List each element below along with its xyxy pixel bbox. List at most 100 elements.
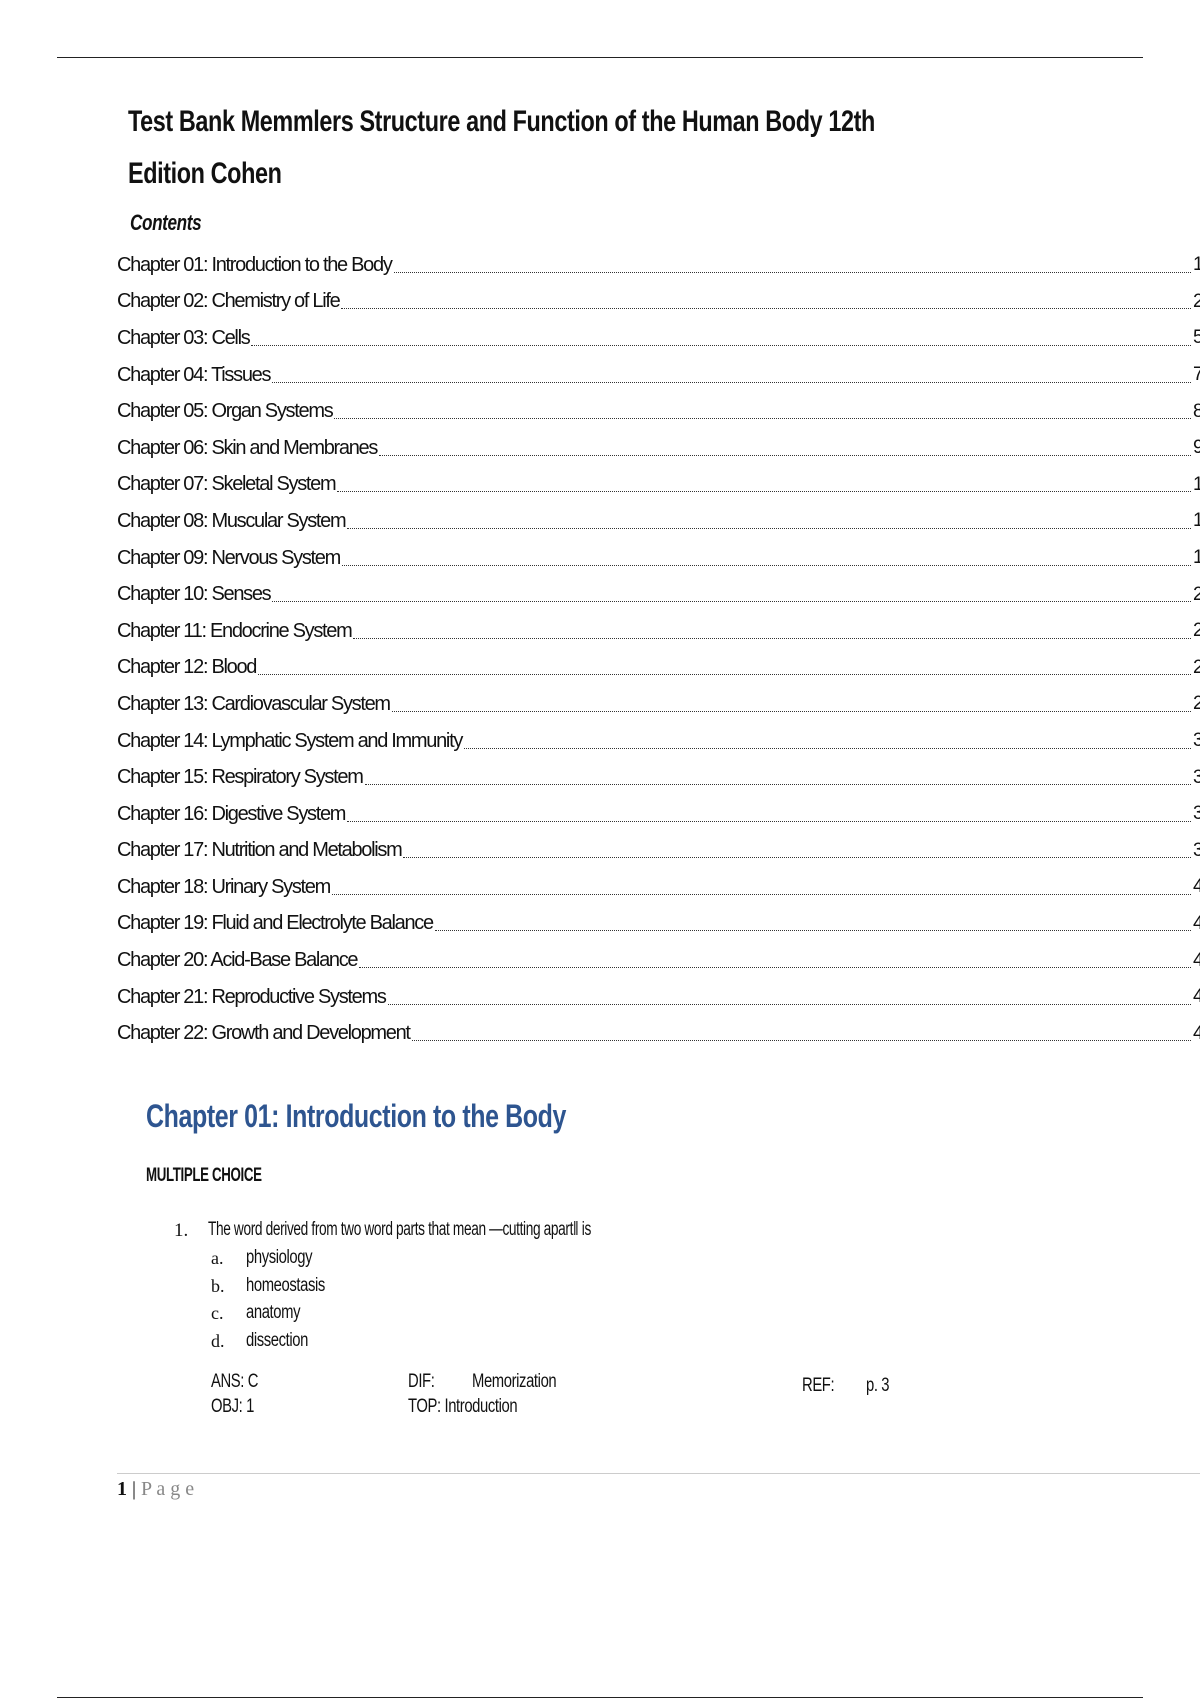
- toc-leader-dots: [331, 880, 1191, 895]
- toc-leader-dots: [334, 404, 1191, 420]
- toc-leader-dots: [251, 331, 1191, 346]
- toc-entry[interactable]: Chapter 13: Cardiovascular System 27: [117, 686, 1200, 723]
- toc-entry[interactable]: Chapter 07: Skeletal System 12: [117, 467, 1200, 504]
- toc-entry-page: 17: [1193, 547, 1200, 569]
- page-number: 1: [117, 1478, 127, 1500]
- toc-entry-page: 7: [1193, 364, 1200, 386]
- toc-entry[interactable]: Chapter 09: Nervous System 17: [117, 540, 1200, 577]
- toc-entry-page: 32: [1193, 766, 1200, 788]
- toc-entry-label: Chapter 05: Organ Systems: [117, 400, 334, 423]
- toc-leader-dots: [393, 258, 1191, 273]
- toc-entry[interactable]: Chapter 12: Blood 25: [117, 650, 1200, 687]
- toc-entry-page: 8: [1193, 400, 1200, 422]
- topic: TOP: Introduction: [408, 1396, 518, 1417]
- toc-entry-page: 35: [1193, 803, 1200, 825]
- toc-entry-label: Chapter 21: Reproductive Systems: [117, 985, 387, 1008]
- toc-entry-page: 9: [1193, 437, 1200, 459]
- toc-entry-page: 40: [1193, 876, 1200, 898]
- table-of-contents: Chapter 01: Introduction to the Body 1 Cha…: [117, 247, 1200, 1052]
- toc-leader-dots: [387, 990, 1191, 1005]
- toc-entry-label: Chapter 19: Fluid and Electrolyte Balanc…: [117, 912, 434, 935]
- contents-heading: Contents: [130, 210, 202, 235]
- toc-leader-dots: [464, 734, 1191, 749]
- toc-entry-page: 48: [1193, 1022, 1200, 1044]
- toc-entry[interactable]: Chapter 17: Nutrition and Metabolism 38: [117, 833, 1200, 870]
- chapter-heading: Chapter 01: Introduction to the Body: [146, 1098, 566, 1134]
- toc-entry[interactable]: Chapter 15: Respiratory System 32: [117, 759, 1200, 796]
- option-letter: d.: [211, 1330, 225, 1351]
- section-label: MULTIPLE CHOICE: [146, 1165, 262, 1186]
- toc-entry[interactable]: Chapter 18: Urinary System 40: [117, 869, 1200, 906]
- toc-entry-label: Chapter 06: Skin and Membranes: [117, 436, 378, 459]
- toc-entry-label: Chapter 02: Chemistry of Life: [117, 290, 341, 313]
- toc-entry[interactable]: Chapter 19: Fluid and Electrolyte Balanc…: [117, 906, 1200, 943]
- footer-separator: |: [132, 1478, 137, 1500]
- toc-leader-dots: [341, 551, 1191, 566]
- toc-entry-label: Chapter 17: Nutrition and Metabolism: [117, 839, 403, 862]
- toc-entry[interactable]: Chapter 10: Senses 20: [117, 576, 1200, 613]
- toc-leader-dots: [258, 660, 1191, 676]
- question-number: 1.: [174, 1220, 189, 1241]
- toc-entry-label: Chapter 08: Muscular System: [117, 509, 347, 532]
- reference-label: REF:: [802, 1375, 835, 1396]
- toc-entry[interactable]: Chapter 04: Tissues 7: [117, 357, 1200, 394]
- toc-entry-page: 27: [1193, 693, 1200, 715]
- document-title-line-1: Test Bank Memmlers Structure and Functio…: [128, 105, 875, 138]
- toc-entry-label: Chapter 10: Senses: [117, 583, 272, 606]
- toc-entry[interactable]: Chapter 14: Lymphatic System and Immunit…: [117, 723, 1200, 760]
- answer-option: anatomy: [246, 1302, 301, 1323]
- toc-entry[interactable]: Chapter 06: Skin and Membranes 9: [117, 430, 1200, 467]
- answer-option: homeostasis: [246, 1274, 325, 1296]
- toc-entry-label: Chapter 07: Skeletal System: [117, 473, 337, 496]
- toc-entry-label: Chapter 20: Acid-Base Balance: [117, 949, 359, 972]
- toc-leader-dots: [364, 770, 1191, 786]
- toc-entry[interactable]: Chapter 20: Acid-Base Balance 44: [117, 942, 1200, 979]
- toc-leader-dots: [403, 843, 1191, 859]
- toc-entry-page: 2: [1193, 290, 1200, 312]
- toc-entry[interactable]: Chapter 05: Organ Systems 8: [117, 393, 1200, 430]
- toc-entry[interactable]: Chapter 11: Endocrine System 22: [117, 613, 1200, 650]
- toc-entry-label: Chapter 01: Introduction to the Body: [117, 253, 393, 276]
- toc-entry[interactable]: Chapter 22: Growth and Development 48: [117, 1015, 1200, 1052]
- toc-entry-label: Chapter 04: Tissues: [117, 363, 271, 386]
- toc-entry-page: 14: [1193, 510, 1200, 532]
- objective: OBJ: 1: [211, 1396, 254, 1417]
- toc-entry-label: Chapter 22: Growth and Development: [117, 1022, 411, 1045]
- toc-entry[interactable]: Chapter 21: Reproductive Systems 46: [117, 979, 1200, 1016]
- question-text: The word derived from two word parts tha…: [208, 1219, 591, 1240]
- toc-entry-page: 25: [1193, 656, 1200, 678]
- toc-entry[interactable]: Chapter 01: Introduction to the Body 1: [117, 247, 1200, 284]
- toc-leader-dots: [341, 294, 1191, 310]
- toc-leader-dots: [359, 953, 1191, 969]
- toc-entry-page: 12: [1193, 473, 1200, 495]
- toc-entry[interactable]: Chapter 08: Muscular System 14: [117, 503, 1200, 540]
- toc-entry-label: Chapter 09: Nervous System: [117, 546, 341, 569]
- toc-entry-label: Chapter 18: Urinary System: [117, 875, 331, 898]
- reference-value: p. 3: [866, 1375, 890, 1396]
- toc-entry-label: Chapter 15: Respiratory System: [117, 766, 364, 789]
- top-rule: [57, 57, 1143, 58]
- toc-entry-page: 44: [1193, 949, 1200, 971]
- toc-leader-dots: [347, 807, 1191, 822]
- toc-entry-page: 30: [1193, 730, 1200, 752]
- toc-entry-label: Chapter 14: Lymphatic System and Immunit…: [117, 729, 463, 752]
- toc-leader-dots: [347, 514, 1191, 529]
- toc-entry-page: 38: [1193, 839, 1200, 861]
- toc-entry[interactable]: Chapter 03: Cells 5: [117, 320, 1200, 357]
- toc-entry-label: Chapter 16: Digestive System: [117, 802, 346, 825]
- option-letter: a.: [211, 1248, 224, 1268]
- toc-entry-page: 20: [1193, 583, 1200, 605]
- toc-leader-dots: [272, 587, 1191, 603]
- option-letter: c.: [211, 1303, 224, 1323]
- option-letter: b.: [211, 1275, 225, 1296]
- toc-leader-dots: [337, 477, 1191, 493]
- bottom-rule: [57, 1697, 1143, 1698]
- toc-entry[interactable]: Chapter 16: Digestive System 35: [117, 796, 1200, 833]
- answer-option: physiology: [246, 1247, 313, 1268]
- toc-leader-dots: [379, 441, 1191, 456]
- toc-entry-label: Chapter 11: Endocrine System: [117, 619, 353, 642]
- page-word: P a g e: [141, 1478, 195, 1500]
- toc-leader-dots: [434, 916, 1191, 932]
- footer-rule: [117, 1473, 1200, 1474]
- toc-entry[interactable]: Chapter 02: Chemistry of Life 2: [117, 284, 1200, 321]
